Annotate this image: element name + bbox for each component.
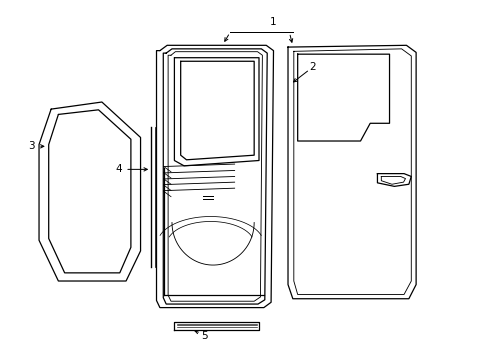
Text: 2: 2 [308,62,315,72]
Text: 5: 5 [201,331,208,341]
Text: 1: 1 [270,17,276,27]
Text: 3: 3 [28,141,35,151]
Text: 4: 4 [115,165,122,174]
